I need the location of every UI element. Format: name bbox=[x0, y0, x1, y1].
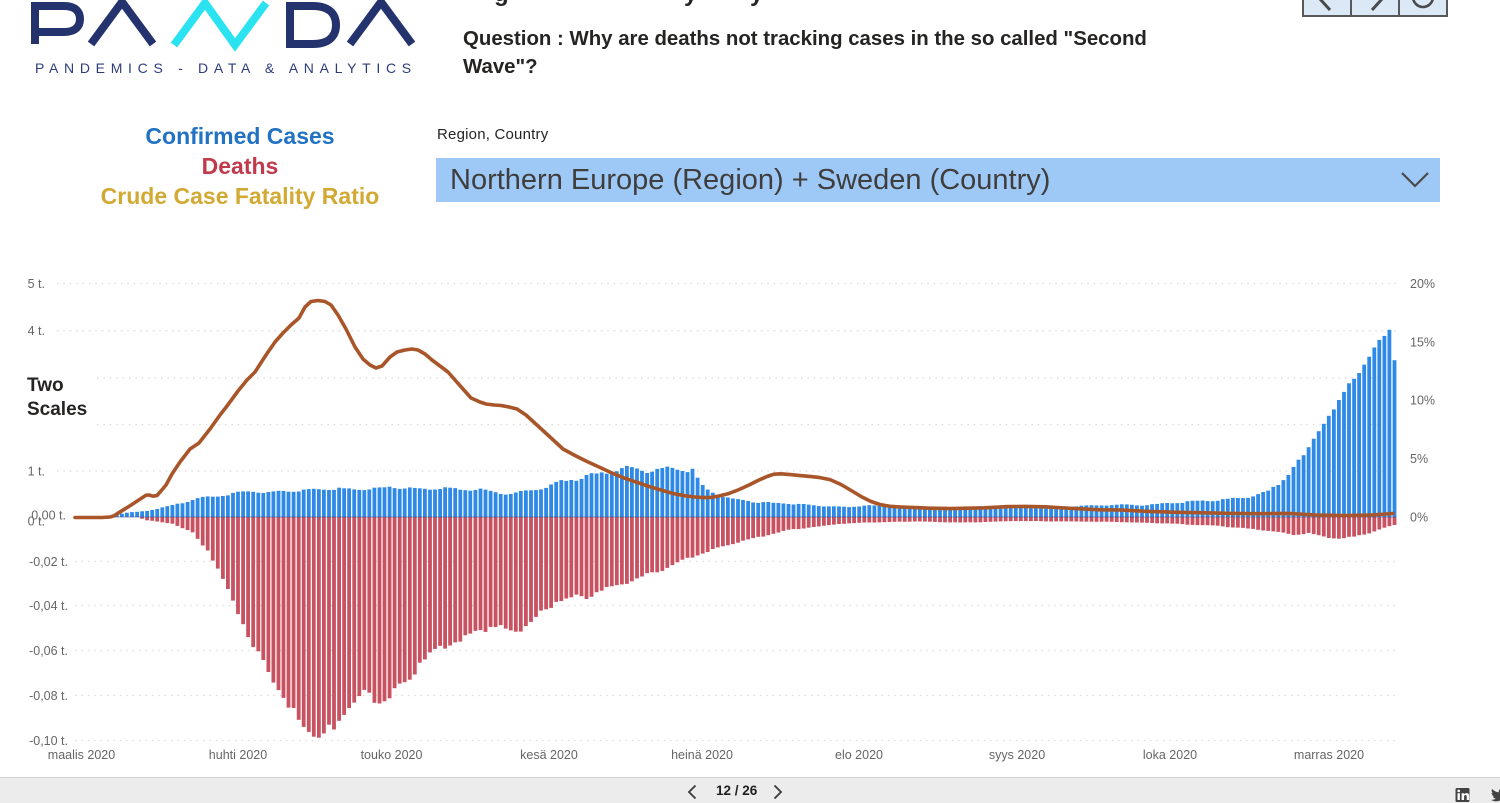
svg-text:touko 2020: touko 2020 bbox=[361, 748, 423, 762]
svg-text:0 t.: 0 t. bbox=[28, 515, 45, 529]
svg-text:0%: 0% bbox=[1410, 511, 1428, 525]
svg-text:0,00 t.: 0,00 t. bbox=[31, 509, 66, 523]
svg-text:elo 2020: elo 2020 bbox=[835, 748, 883, 762]
svg-text:marras 2020: marras 2020 bbox=[1294, 748, 1364, 762]
svg-text:20%: 20% bbox=[1410, 277, 1435, 291]
svg-text:heinä 2020: heinä 2020 bbox=[671, 748, 733, 762]
svg-text:Scales: Scales bbox=[27, 399, 87, 420]
svg-text:-0,02 t.: -0,02 t. bbox=[29, 555, 68, 569]
svg-text:-0,08 t.: -0,08 t. bbox=[29, 689, 68, 703]
svg-text:5%: 5% bbox=[1410, 452, 1428, 466]
svg-text:maalis 2020: maalis 2020 bbox=[48, 748, 115, 762]
svg-text:syys 2020: syys 2020 bbox=[989, 748, 1045, 762]
svg-text:-0,06 t.: -0,06 t. bbox=[29, 644, 68, 658]
svg-text:15%: 15% bbox=[1410, 335, 1435, 349]
svg-text:4 t.: 4 t. bbox=[28, 324, 45, 338]
svg-text:5 t.: 5 t. bbox=[28, 277, 45, 291]
svg-text:Two: Two bbox=[27, 375, 64, 396]
svg-text:1 t.: 1 t. bbox=[28, 465, 45, 479]
svg-text:-0,04 t.: -0,04 t. bbox=[29, 599, 68, 613]
svg-text:-0,10 t.: -0,10 t. bbox=[29, 734, 68, 748]
svg-text:10%: 10% bbox=[1410, 394, 1435, 408]
svg-text:huhti 2020: huhti 2020 bbox=[209, 748, 267, 762]
svg-text:PANDEMICS - DATA & ANALYTICS: PANDEMICS - DATA & ANALYTICS bbox=[35, 60, 417, 76]
svg-text:kesä 2020: kesä 2020 bbox=[520, 748, 578, 762]
svg-text:loka 2020: loka 2020 bbox=[1143, 748, 1197, 762]
